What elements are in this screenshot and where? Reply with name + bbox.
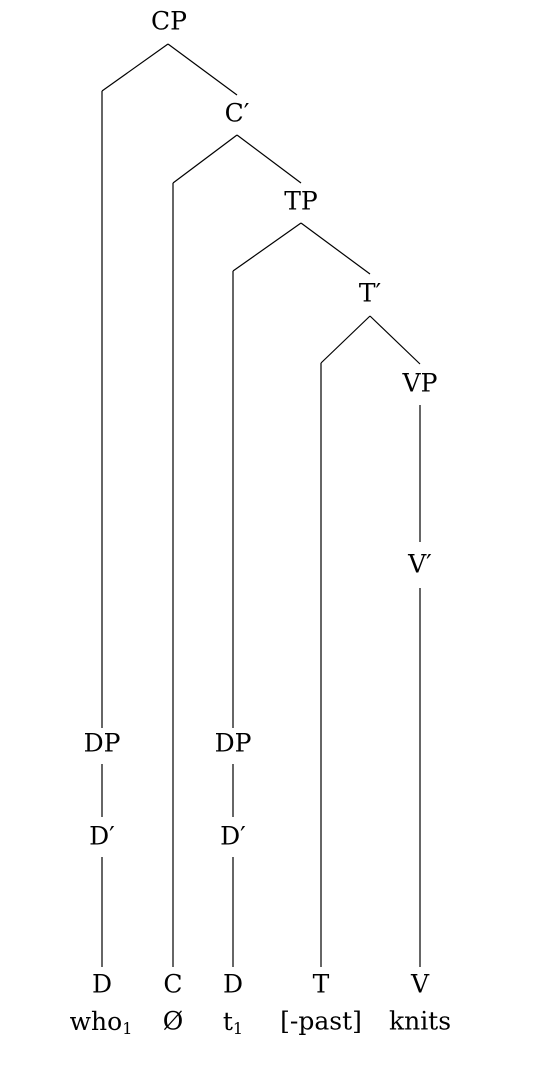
branch-tbar-to-vp <box>369 315 421 365</box>
node-v-bar: V′ <box>407 550 432 579</box>
node-c: C <box>163 970 182 999</box>
word-trace-index: 1 <box>233 1019 243 1038</box>
word-who-text: who <box>70 1007 123 1036</box>
branch-cbar-to-c-diagonal <box>172 134 238 184</box>
node-d-bar-2: D′ <box>220 822 246 851</box>
branch-cp-to-cbar <box>167 43 238 96</box>
branch-tp-to-tbar <box>300 222 371 275</box>
word-trace: t1 <box>223 1007 243 1038</box>
node-c-bar: C′ <box>225 99 250 128</box>
word-trace-text: t <box>223 1007 233 1036</box>
node-d-1: D <box>92 970 112 999</box>
branch-cp-to-dp1-diagonal <box>101 43 169 92</box>
node-d-bar-1: D′ <box>89 822 115 851</box>
node-vp: VP <box>402 369 438 398</box>
branch-cbar-to-tp <box>236 134 302 184</box>
node-d-2: D <box>223 970 243 999</box>
node-v: V <box>410 970 430 999</box>
word-null-complementizer: Ø <box>163 1007 184 1036</box>
node-tp: TP <box>284 187 318 216</box>
tree-branches <box>101 43 421 967</box>
node-cp: CP <box>151 7 187 36</box>
branch-tbar-to-t-diagonal <box>320 315 371 364</box>
node-t-bar: T′ <box>359 279 382 308</box>
node-dp-1: DP <box>84 729 121 758</box>
tree-node-labels: CP C′ TP T′ VP V′ DP D′ DP D′ D C D T V <box>84 7 438 999</box>
word-knits: knits <box>389 1007 451 1036</box>
node-dp-2: DP <box>215 729 252 758</box>
branch-tp-to-dp2-diagonal <box>232 222 302 272</box>
node-t: T <box>313 970 330 999</box>
word-who: who1 <box>70 1007 133 1038</box>
word-tense: [-past] <box>280 1007 362 1036</box>
tree-terminal-words: who1 Ø t1 [-past] knits <box>70 1007 451 1038</box>
word-who-index: 1 <box>122 1019 132 1038</box>
